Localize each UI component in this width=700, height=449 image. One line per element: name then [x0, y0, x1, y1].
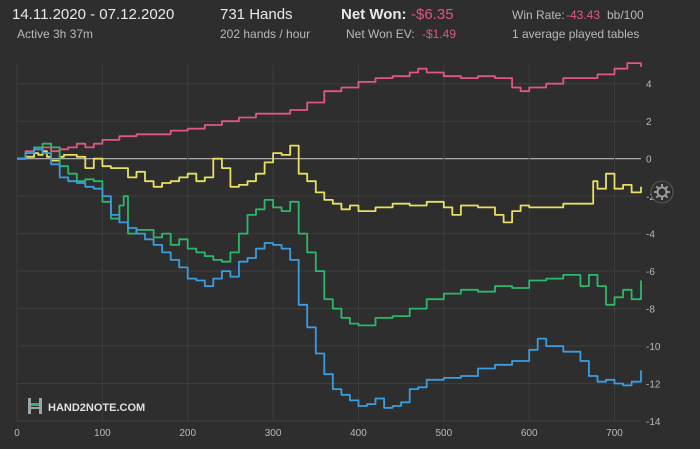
h2n-logo-icon: [28, 398, 42, 414]
y-tick-label: -8: [646, 305, 655, 316]
gear-icon: [650, 180, 674, 204]
win-rate-unit: bb/100: [607, 8, 644, 22]
x-tick-label: 0: [14, 428, 20, 439]
x-tick-label: 600: [521, 428, 538, 439]
y-tick-label: 2: [646, 117, 652, 128]
settings-button[interactable]: [650, 180, 674, 204]
x-tick-label: 400: [350, 428, 367, 439]
net-won-value: -$6.35: [411, 6, 454, 23]
x-tick-label: 500: [435, 428, 452, 439]
series-line-3: [17, 142, 642, 327]
y-tick-label: -10: [646, 342, 661, 353]
hands-per-hour: 202 hands / hour: [220, 27, 311, 41]
x-tick-label: 700: [606, 428, 623, 439]
stats-header: 14.11.2020 - 07.12.2020 Active 3h 37m 73…: [0, 0, 700, 50]
series-line-1: [17, 62, 642, 160]
y-tick-label: -6: [646, 267, 655, 278]
net-won-ev-label: Net Won EV:: [346, 27, 415, 41]
y-tick-label: -2: [646, 192, 655, 203]
tables-count: 1 average played tables: [512, 27, 640, 41]
y-tick-label: 0: [646, 155, 652, 166]
x-axis-ticks: 0 100 200 300 400 500 600 700: [14, 428, 623, 439]
hands-count: 731 Hands: [220, 6, 293, 23]
chart-grid: [16, 65, 641, 422]
chart-series: [17, 62, 642, 409]
series-line-4: [17, 148, 642, 409]
y-tick-label: -12: [646, 380, 661, 391]
win-rate-label: Win Rate:: [512, 8, 565, 22]
y-tick-label: -14: [646, 417, 661, 428]
y-tick-label: 4: [646, 80, 652, 91]
net-won-label: Net Won:: [341, 6, 407, 23]
y-tick-label: -4: [646, 230, 655, 241]
win-rate-value: -43.43: [566, 8, 601, 22]
logo-text: HAND2NOTE.COM: [48, 402, 145, 414]
date-range: 14.11.2020 - 07.12.2020: [12, 6, 175, 23]
hand2note-logo: HAND2NOTE.COM: [28, 398, 145, 414]
y-axis-ticks: 4 2 0 -2 -4 -6 -8 -10 -12 -14: [646, 80, 661, 428]
x-tick-label: 100: [94, 428, 111, 439]
net-won-ev-value: -$1.49: [422, 27, 457, 41]
x-tick-label: 200: [179, 428, 196, 439]
active-time: Active 3h 37m: [17, 27, 94, 41]
x-tick-label: 300: [265, 428, 282, 439]
series-line-2: [17, 144, 642, 224]
